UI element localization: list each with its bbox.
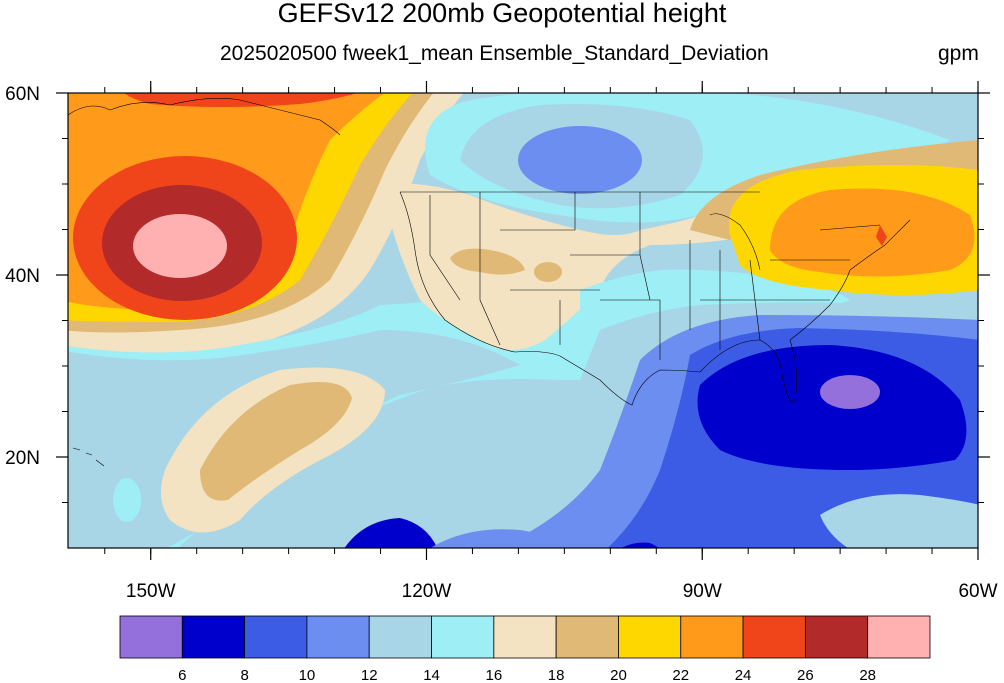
colorbar-swatch xyxy=(431,615,495,659)
contour-14-east-edge xyxy=(820,494,978,548)
lon-tick-label: 60W xyxy=(958,581,997,602)
contour-20-rockies-2 xyxy=(534,262,562,282)
colorbar-label: 8 xyxy=(240,667,248,683)
contour-6-southeast xyxy=(820,375,880,409)
colorbar-label: 6 xyxy=(178,667,186,683)
chart-title: GEFSv12 200mb Geopotential height xyxy=(277,0,727,28)
colorbar-label: 18 xyxy=(548,667,565,683)
lon-tick-label: 150W xyxy=(126,581,176,602)
colorbar-label: 14 xyxy=(423,667,440,683)
colorbar xyxy=(119,615,931,659)
colorbar-label: 16 xyxy=(486,667,503,683)
colorbar-swatch xyxy=(555,615,619,659)
lat-tick-label: 40N xyxy=(5,266,40,287)
contour-8-southeast xyxy=(697,345,967,470)
tick-labels: 150W 120W 90W 60W 60N 40N 20N xyxy=(5,84,997,602)
lat-tick-label: 60N xyxy=(5,84,40,105)
lat-tick-label: 20N xyxy=(5,448,40,469)
colorbar-swatch xyxy=(181,615,246,659)
hawaii-islands xyxy=(72,447,105,467)
colorbar-label: 26 xyxy=(797,667,814,683)
colorbar-label: 12 xyxy=(361,667,378,683)
major-ticks xyxy=(56,81,990,560)
contour-field xyxy=(68,93,978,548)
colorbar-swatch xyxy=(742,615,806,659)
minor-ticks xyxy=(62,87,984,554)
colorbar-label: 22 xyxy=(672,667,689,683)
colorbar-swatch xyxy=(306,615,370,659)
contour-12-north xyxy=(518,126,642,194)
lon-tick-label: 120W xyxy=(402,581,452,602)
colorbar-labels: 6 8 10 12 14 16 18 20 22 24 26 28 xyxy=(178,667,876,683)
contour-8-south-2 xyxy=(621,542,660,548)
colorbar-label: 24 xyxy=(735,667,752,683)
colorbar-swatch xyxy=(867,615,931,659)
contour-12-south-edge xyxy=(430,529,594,548)
colorbar-label: 28 xyxy=(859,667,876,683)
contour-20-rockies xyxy=(450,248,525,275)
colorbar-swatch xyxy=(804,615,869,659)
contour-8-south xyxy=(344,518,438,548)
contour-24-northeast xyxy=(770,188,975,277)
contour-26-northeast xyxy=(876,225,887,246)
colorbar-swatch xyxy=(244,615,308,659)
contour-20-subtropical xyxy=(200,381,352,501)
colorbar-swatch xyxy=(368,615,432,659)
coastlines-and-borders xyxy=(399,191,911,406)
contour-30-northpacific xyxy=(133,214,227,278)
contour-16-small xyxy=(113,478,141,522)
chart-subtitle: 2025020500 fweek1_mean Ensemble_Standard… xyxy=(220,42,769,65)
lon-tick-label: 90W xyxy=(683,581,722,602)
colorbar-swatch xyxy=(680,615,744,659)
colorbar-swatch xyxy=(119,615,183,659)
colorbar-label: 10 xyxy=(299,667,316,683)
units-label: gpm xyxy=(938,42,979,65)
colorbar-swatch xyxy=(618,615,682,659)
colorbar-swatch xyxy=(493,615,557,659)
colorbar-label: 20 xyxy=(610,667,627,683)
alaska-coast xyxy=(68,98,341,136)
